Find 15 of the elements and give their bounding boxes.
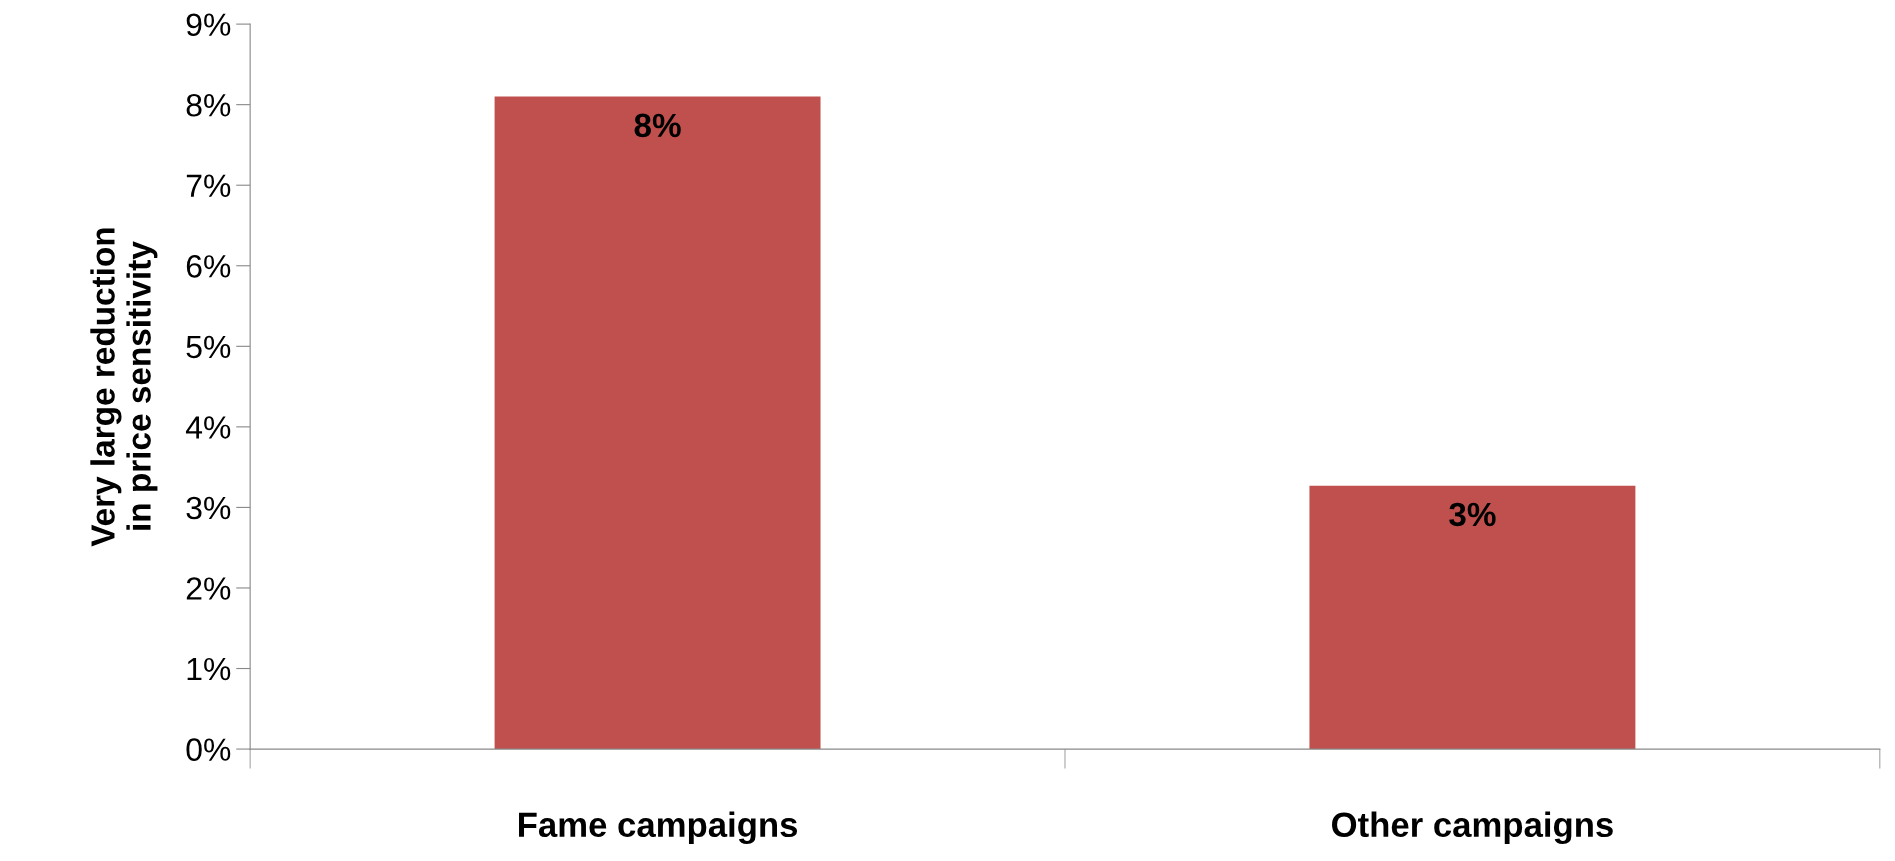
y-tick-label: 4% — [185, 416, 231, 439]
x-tick-label: Other campaigns — [1332, 811, 1613, 845]
y-tick-label: 2% — [186, 577, 231, 600]
x-tick-label: Fame campaigns — [519, 811, 798, 845]
y-tick-label: 0% — [186, 738, 231, 761]
y-tick-label: 3% — [186, 496, 231, 520]
y-tick-label: 5% — [186, 335, 231, 359]
data-label: 8% — [634, 113, 681, 138]
y-axis-title: Very large reduction in price sensitivity — [90, 228, 158, 547]
y-tick-label: 1% — [187, 657, 231, 681]
y-tick-label: 7% — [186, 174, 231, 197]
y-tick-label: 8% — [186, 93, 231, 117]
y-tick-label: 6% — [186, 255, 231, 278]
data-label: 3% — [1449, 502, 1496, 527]
y-tick-label: 9% — [186, 13, 231, 36]
